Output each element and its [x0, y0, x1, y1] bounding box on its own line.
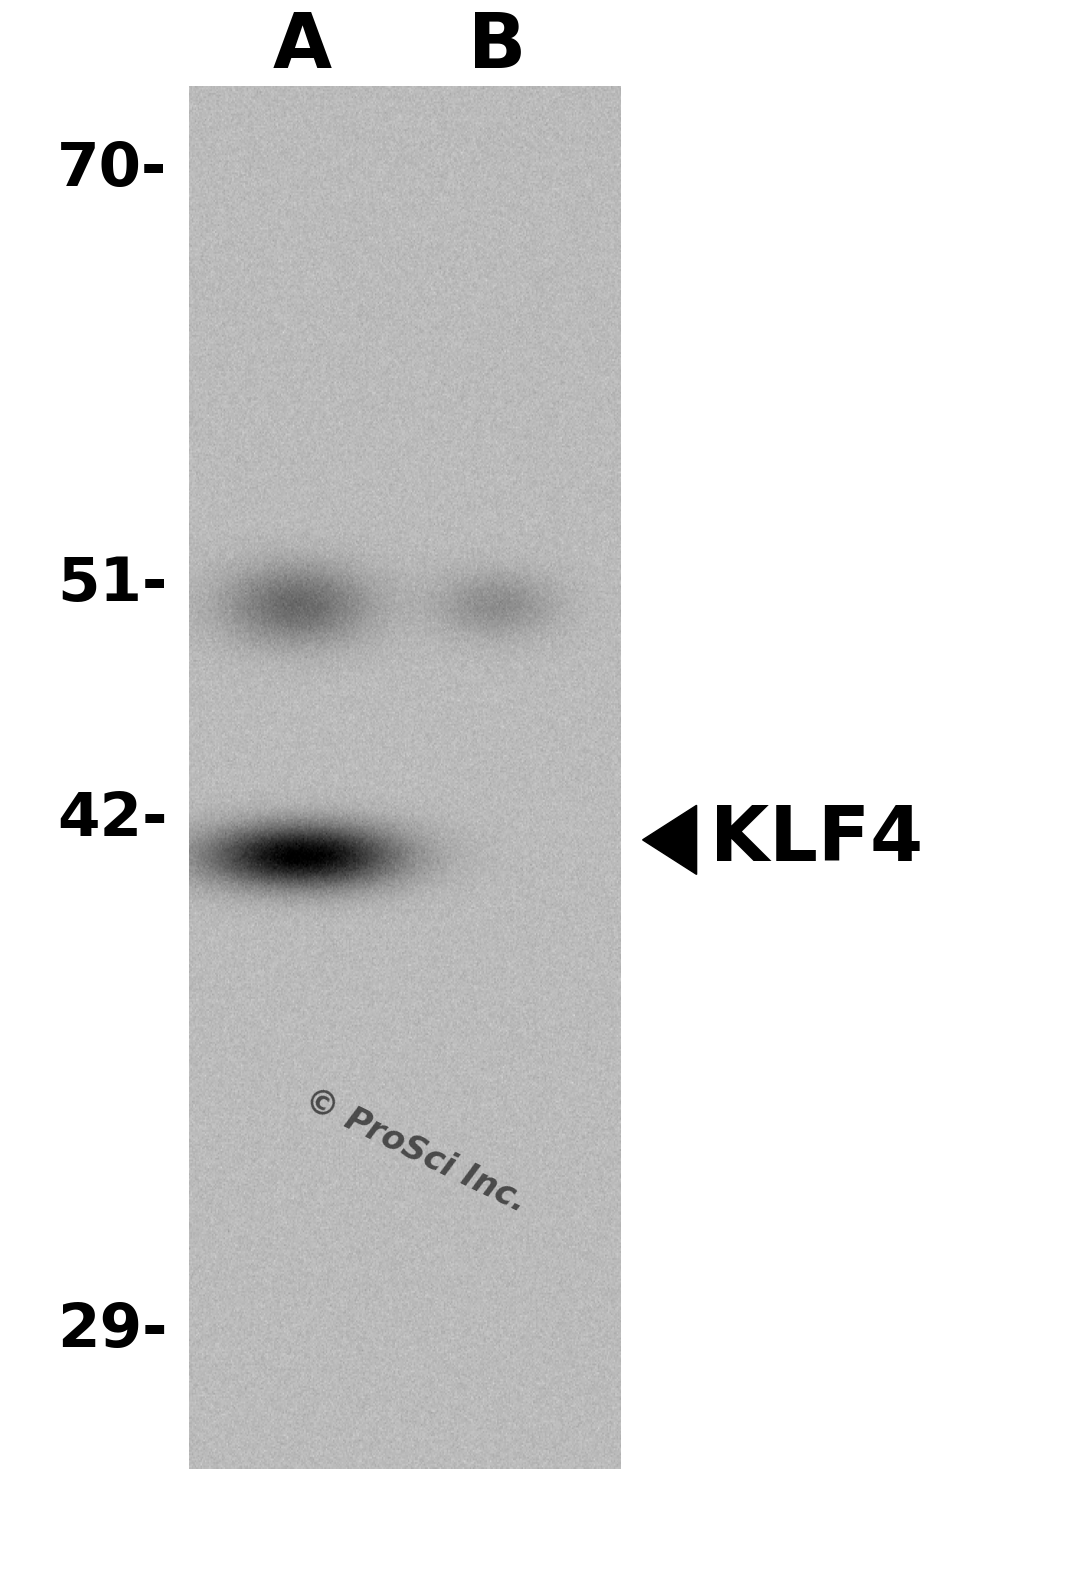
Text: B: B — [468, 9, 526, 85]
Polygon shape — [643, 806, 697, 875]
Text: A: A — [273, 9, 332, 85]
Text: 29-: 29- — [57, 1301, 167, 1360]
Text: © ProSci Inc.: © ProSci Inc. — [299, 1082, 532, 1219]
Text: 70-: 70- — [57, 140, 167, 200]
Text: KLF4: KLF4 — [710, 803, 922, 877]
Text: 51-: 51- — [57, 555, 167, 614]
Text: 42-: 42- — [57, 790, 167, 848]
